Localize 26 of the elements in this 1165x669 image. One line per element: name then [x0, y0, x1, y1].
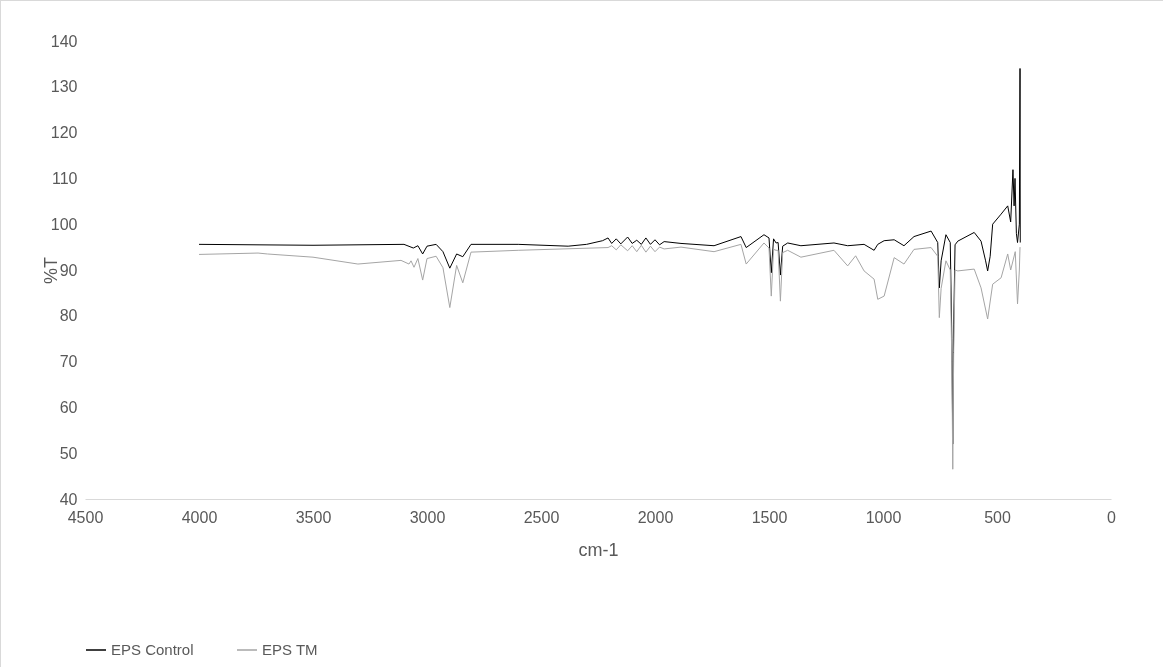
y-tick-label: 40	[59, 490, 78, 508]
y-tick-label: 90	[59, 261, 78, 279]
y-tick-label: 80	[59, 307, 78, 325]
y-tick-label: 50	[59, 444, 78, 462]
y-tick-label: 60	[59, 398, 78, 416]
x-tick-label: 0	[1107, 508, 1117, 526]
y-axis-title: %T	[40, 257, 61, 284]
y-tick-label: 140	[50, 32, 78, 50]
x-tick-label: 3000	[409, 508, 446, 526]
x-tick-label: 2000	[637, 508, 674, 526]
legend-label: EPS Control	[111, 641, 194, 658]
x-tick-label: 2500	[523, 508, 560, 526]
y-tick-label: 110	[51, 169, 78, 187]
x-axis-title: cm-1	[578, 539, 619, 560]
x-tick-label: 1000	[865, 508, 902, 526]
line-series	[198, 242, 1021, 470]
x-tick-label: 4000	[181, 508, 218, 526]
legend-label: EPS TM	[262, 641, 318, 658]
y-tick-label: 120	[50, 124, 78, 142]
x-tick-label: 500	[984, 508, 1011, 526]
y-tick-label: 70	[59, 353, 78, 371]
y-tick-label: 100	[50, 215, 78, 233]
x-tick-label: 4500	[67, 508, 104, 526]
y-tick-label: 130	[50, 78, 78, 96]
x-tick-label: 3500	[295, 508, 332, 526]
x-tick-label: 1500	[751, 508, 788, 526]
